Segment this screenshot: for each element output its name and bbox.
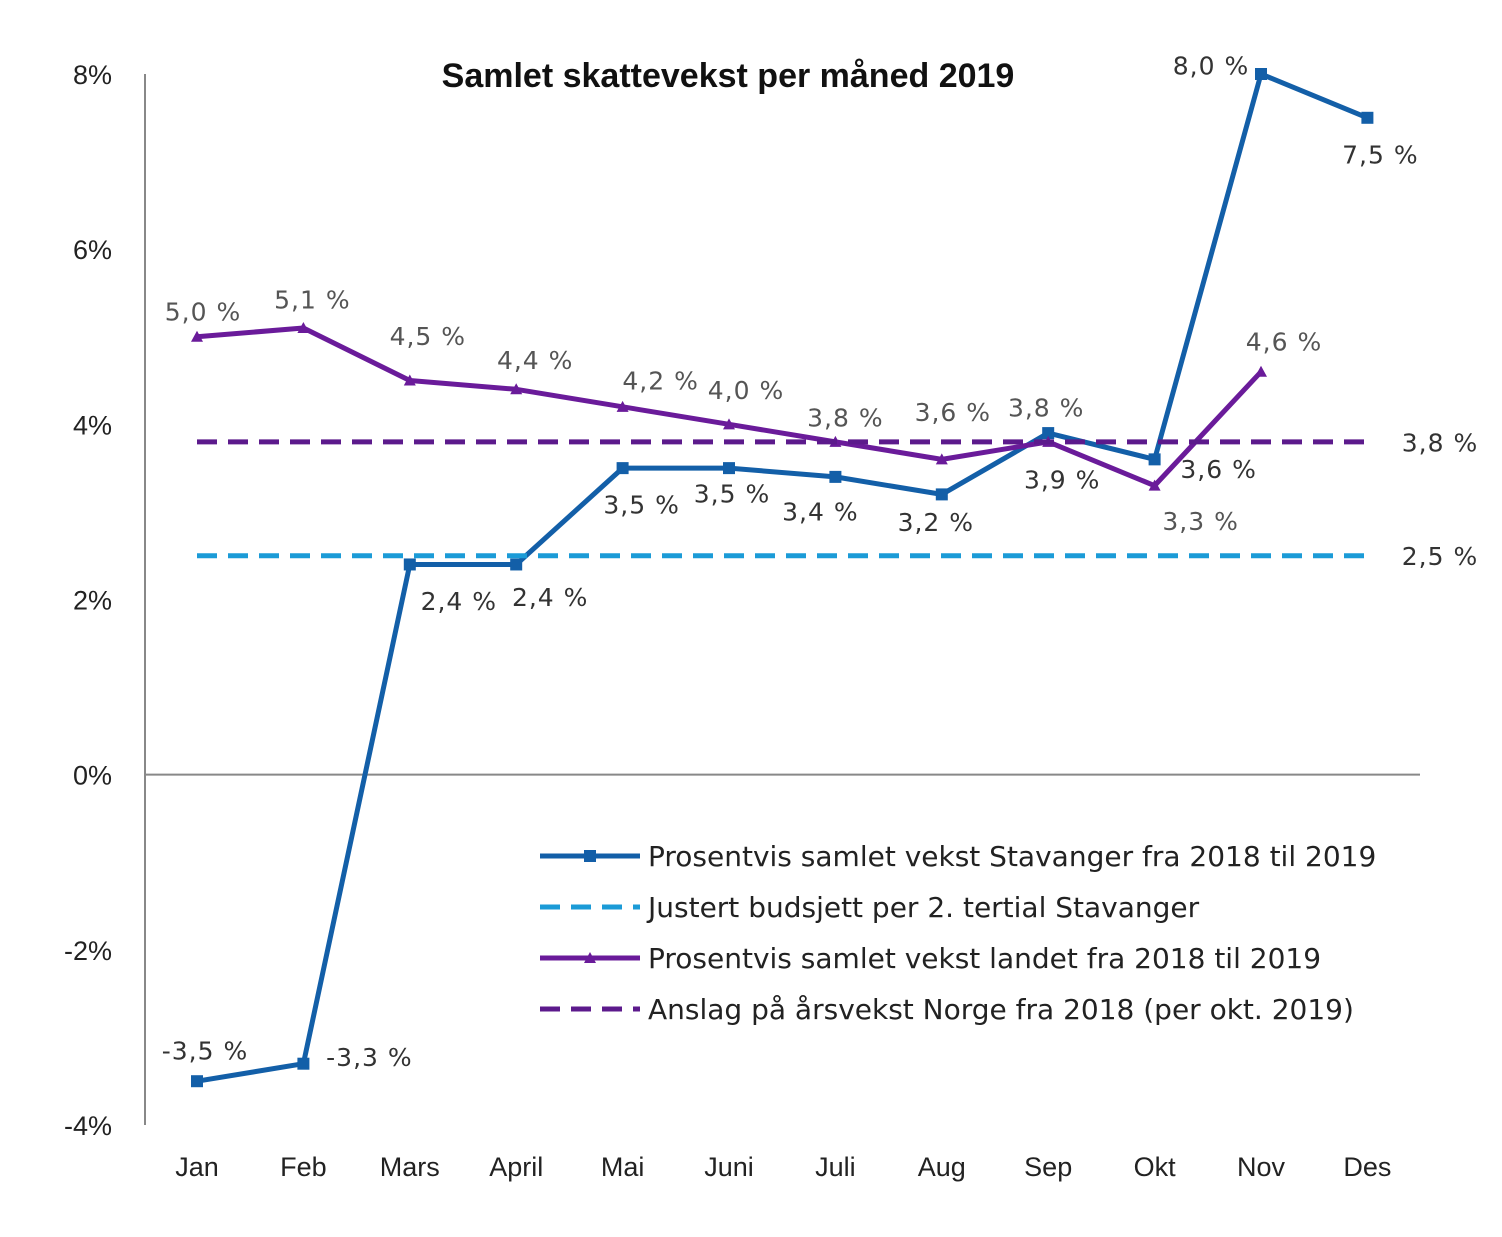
data-point-marker bbox=[510, 383, 523, 395]
data-label: 4,4 % bbox=[497, 346, 573, 375]
data-point-marker bbox=[1255, 365, 1267, 377]
data-label: 3,6 % bbox=[915, 398, 991, 427]
y-tick-label: 6% bbox=[73, 235, 112, 265]
data-point-marker bbox=[723, 462, 735, 475]
y-tick-label: -2% bbox=[64, 936, 112, 966]
data-label: 4,0 % bbox=[708, 376, 784, 405]
series-line bbox=[196, 71, 1369, 1084]
x-tick-label: Sep bbox=[1024, 1152, 1072, 1182]
data-label: 3,6 % bbox=[1180, 455, 1256, 484]
data-label: 4,6 % bbox=[1246, 327, 1322, 356]
data-point-marker bbox=[935, 488, 948, 501]
data-label: 4,2 % bbox=[622, 366, 698, 395]
data-label: 3,5 % bbox=[603, 491, 679, 520]
data-label: 5,0 % bbox=[165, 297, 241, 326]
data-label: 3,8 % bbox=[807, 403, 883, 432]
y-tick-label: 8% bbox=[73, 60, 112, 90]
x-tick-label: Des bbox=[1343, 1152, 1391, 1182]
data-label: 4,5 % bbox=[390, 322, 466, 351]
data-point-marker bbox=[935, 453, 948, 465]
data-label: 3,2 % bbox=[898, 508, 974, 537]
reference-line-label: 2,5 % bbox=[1402, 542, 1478, 571]
x-tick-label: Mai bbox=[601, 1152, 645, 1182]
legend-label: Anslag på årsvekst Norge fra 2018 (per o… bbox=[648, 993, 1354, 1026]
x-tick-label: Juli bbox=[815, 1152, 856, 1182]
data-point-marker bbox=[616, 400, 629, 412]
chart-title: Samlet skattevekst per måned 2019 bbox=[442, 57, 1015, 95]
x-tick-label: Juni bbox=[704, 1152, 754, 1182]
x-tick-label: Nov bbox=[1237, 1152, 1286, 1182]
y-tick-label: 4% bbox=[73, 410, 112, 440]
x-tick-label: Jan bbox=[175, 1152, 219, 1182]
x-tick-label: Aug bbox=[918, 1152, 966, 1182]
series-line bbox=[196, 325, 1263, 489]
data-point-marker bbox=[297, 1057, 310, 1070]
data-point-marker bbox=[616, 462, 629, 475]
legend-label: Prosentvis samlet vekst Stavanger fra 20… bbox=[648, 840, 1376, 873]
data-label: 2,4 % bbox=[512, 583, 588, 612]
data-point-marker bbox=[1361, 111, 1374, 124]
data-point-marker bbox=[829, 470, 842, 483]
data-label: 7,5 % bbox=[1342, 140, 1418, 169]
data-label: -3,3 % bbox=[326, 1043, 412, 1072]
data-label: 2,4 % bbox=[421, 587, 497, 616]
data-label: 3,3 % bbox=[1162, 507, 1238, 536]
data-point-marker bbox=[1148, 453, 1161, 466]
reference-line-label: 3,8 % bbox=[1402, 428, 1478, 457]
legend-label: Prosentvis samlet vekst landet fra 2018 … bbox=[648, 942, 1321, 975]
y-tick-label: -4% bbox=[64, 1111, 112, 1141]
data-point-marker bbox=[1255, 68, 1267, 80]
y-tick-label: 0% bbox=[73, 761, 112, 791]
data-point-marker bbox=[1042, 427, 1055, 440]
x-tick-label: April bbox=[489, 1152, 543, 1182]
data-point-marker bbox=[297, 321, 310, 333]
data-label: 8,0 % bbox=[1173, 52, 1249, 81]
data-point-marker bbox=[1148, 479, 1161, 491]
data-label: 5,1 % bbox=[274, 285, 350, 314]
data-label: -3,5 % bbox=[162, 1037, 248, 1066]
data-point-marker bbox=[510, 558, 523, 571]
data-point-marker bbox=[191, 330, 203, 342]
legend-marker bbox=[584, 850, 596, 862]
data-point-marker bbox=[723, 418, 735, 430]
legend-label: Justert budsjett per 2. tertial Stavange… bbox=[646, 891, 1200, 924]
data-label: 3,9 % bbox=[1024, 466, 1100, 495]
data-point-marker bbox=[403, 558, 416, 571]
data-label: 3,4 % bbox=[782, 497, 858, 526]
x-tick-label: Mars bbox=[380, 1152, 440, 1182]
x-tick-label: Feb bbox=[280, 1152, 327, 1182]
legend-marker bbox=[584, 952, 596, 963]
y-tick-label: 2% bbox=[73, 586, 112, 616]
data-point-marker bbox=[191, 1075, 203, 1088]
x-tick-label: Okt bbox=[1134, 1152, 1177, 1182]
data-point-marker bbox=[403, 374, 416, 386]
data-label: 3,8 % bbox=[1008, 393, 1084, 422]
data-label: 3,5 % bbox=[694, 480, 770, 509]
